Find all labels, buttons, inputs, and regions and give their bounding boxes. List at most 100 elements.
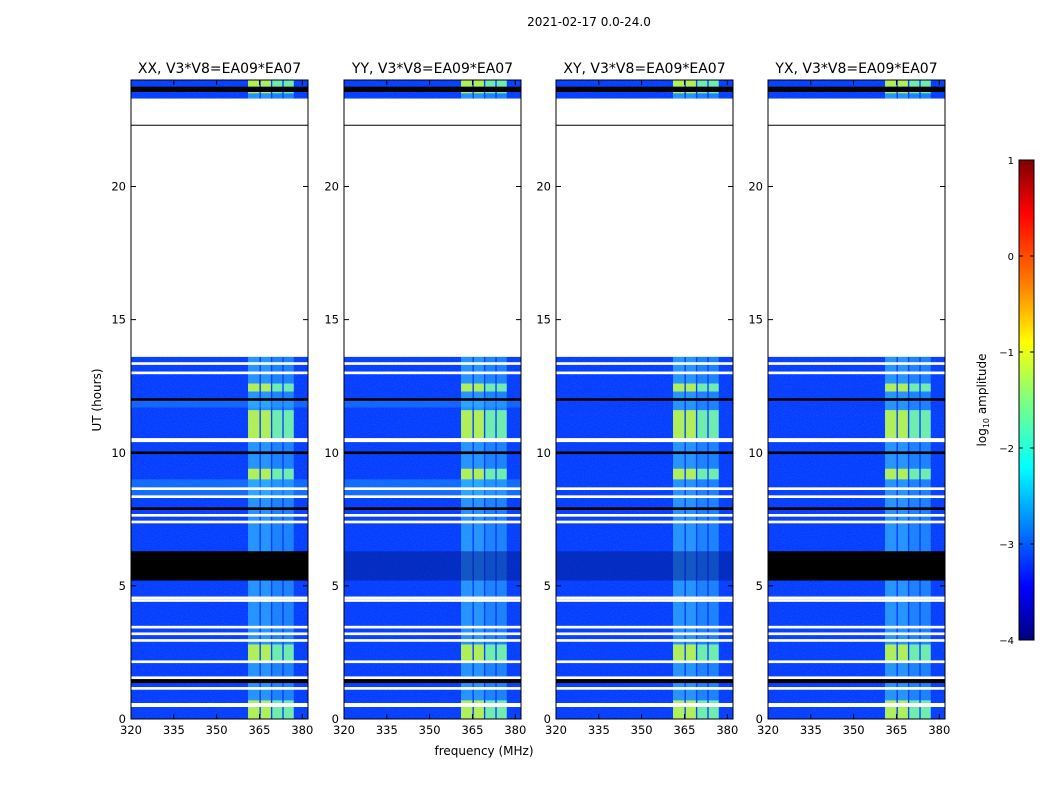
rfi-burst: [708, 468, 719, 480]
dark-band: [768, 507, 945, 510]
rfi-burst: [685, 468, 696, 480]
flagged-gap: [344, 371, 521, 375]
rfi-burst: [283, 410, 294, 440]
rfi-burst: [920, 644, 931, 661]
broadband-band: [131, 399, 308, 408]
colorbar-tick-label: 0: [1008, 252, 1014, 263]
rfi-burst: [496, 644, 507, 661]
flagged-gap: [556, 703, 733, 708]
colorbar-label-sub: 10: [982, 418, 991, 428]
rfi-burst: [708, 700, 719, 719]
rfi-burst: [272, 700, 283, 719]
dark-band: [344, 398, 521, 401]
flagged-gap: [768, 703, 945, 708]
rfi-channel: [283, 356, 294, 677]
rfi-burst: [473, 410, 484, 440]
rfi-burst: [897, 383, 908, 392]
rfi-burst: [697, 468, 708, 480]
rfi-burst: [248, 644, 260, 661]
x-tick-label: 365: [461, 723, 483, 737]
rfi-burst: [248, 410, 260, 440]
rfi-burst: [485, 383, 496, 392]
rfi-burst: [485, 410, 496, 440]
flagged-gap: [768, 513, 945, 517]
panel-title: XY, V3*V8=EA09*EA07: [563, 61, 725, 77]
rfi-burst: [461, 468, 473, 480]
rfi-burst: [920, 410, 931, 440]
flagged-gap: [131, 520, 308, 524]
panel-title: YX, V3*V8=EA09*EA07: [774, 61, 937, 77]
flagged-gap: [131, 495, 308, 499]
flagged-gap: [131, 599, 308, 602]
rfi-burst: [272, 468, 283, 480]
rfi-burst: [909, 383, 920, 392]
x-tick-label: 365: [248, 723, 270, 737]
rfi-burst: [283, 383, 294, 392]
flagged-gap: [131, 438, 308, 443]
x-tick-label: 380: [928, 723, 950, 737]
panel-frame: [767, 79, 946, 720]
y-tick-label: 10: [324, 446, 339, 460]
y-tick-label: 10: [111, 446, 126, 460]
rfi-channel: [909, 356, 920, 677]
x-tick-label: 335: [376, 723, 398, 737]
rfi-burst: [673, 468, 685, 480]
flagged-gap: [131, 371, 308, 375]
y-axis-label: UT (hours): [90, 368, 104, 431]
flagged-gap: [768, 371, 945, 375]
flagged-gap: [768, 687, 945, 690]
flagged-gap: [556, 487, 733, 491]
y-tick-label: 20: [748, 180, 763, 194]
rfi-burst: [685, 644, 696, 661]
y-tick-label: 20: [536, 180, 551, 194]
rfi-burst: [708, 383, 719, 392]
rfi-burst: [272, 383, 283, 392]
flagged-gap: [131, 596, 308, 600]
broadband-band: [344, 399, 521, 408]
flagged-gap: [131, 625, 308, 629]
rfi-burst: [496, 468, 507, 480]
dark-band: [131, 679, 308, 684]
y-tick-label: 5: [119, 579, 126, 593]
flagged-gap: [344, 632, 521, 636]
rfi-burst: [909, 468, 920, 480]
rfi-channel: [272, 356, 283, 677]
flagged-gap: [556, 371, 733, 375]
rfi-burst: [260, 644, 271, 661]
rfi-channel: [897, 356, 908, 677]
rfi-burst: [673, 410, 685, 440]
flagged-gap: [344, 660, 521, 664]
flagged-gap: [131, 703, 308, 708]
x-tick-label: 380: [291, 723, 313, 737]
panel-image: [768, 80, 945, 719]
rfi-burst: [248, 468, 260, 480]
dark-band: [344, 507, 521, 510]
rfi-burst: [272, 410, 283, 440]
rfi-channel: [708, 356, 719, 677]
colorbar-tick-label: −4: [999, 636, 1014, 647]
rfi-burst: [496, 383, 507, 392]
colorbar-label-main: log: [975, 428, 989, 446]
rfi-channel: [461, 356, 473, 677]
flagged-gap: [556, 513, 733, 517]
flagged-gap: [131, 687, 308, 690]
rfi-burst: [485, 700, 496, 719]
flagged-gap: [344, 98, 521, 126]
y-tick-label: 10: [536, 446, 551, 460]
flagged-gap: [556, 495, 733, 499]
dark-band: [768, 451, 945, 455]
panels-group: XX, V3*V8=EA09*EA07 320 335 350 365 380 0 5 10 15…: [111, 61, 950, 737]
y-tick-label: 20: [324, 180, 339, 194]
rfi-burst: [272, 644, 283, 661]
flagged-gap: [131, 98, 308, 126]
rfi-burst: [673, 700, 685, 719]
flagged-gap: [131, 362, 308, 365]
figure-suptitle: 2021-02-17 0.0-24.0: [527, 15, 651, 29]
panel-frame: [555, 79, 734, 720]
x-tick-label: 365: [885, 723, 907, 737]
colorbar-tick-label: −2: [999, 444, 1014, 455]
dark-band: [556, 507, 733, 510]
rfi-channel: [473, 356, 484, 677]
x-tick-label: 380: [716, 723, 738, 737]
